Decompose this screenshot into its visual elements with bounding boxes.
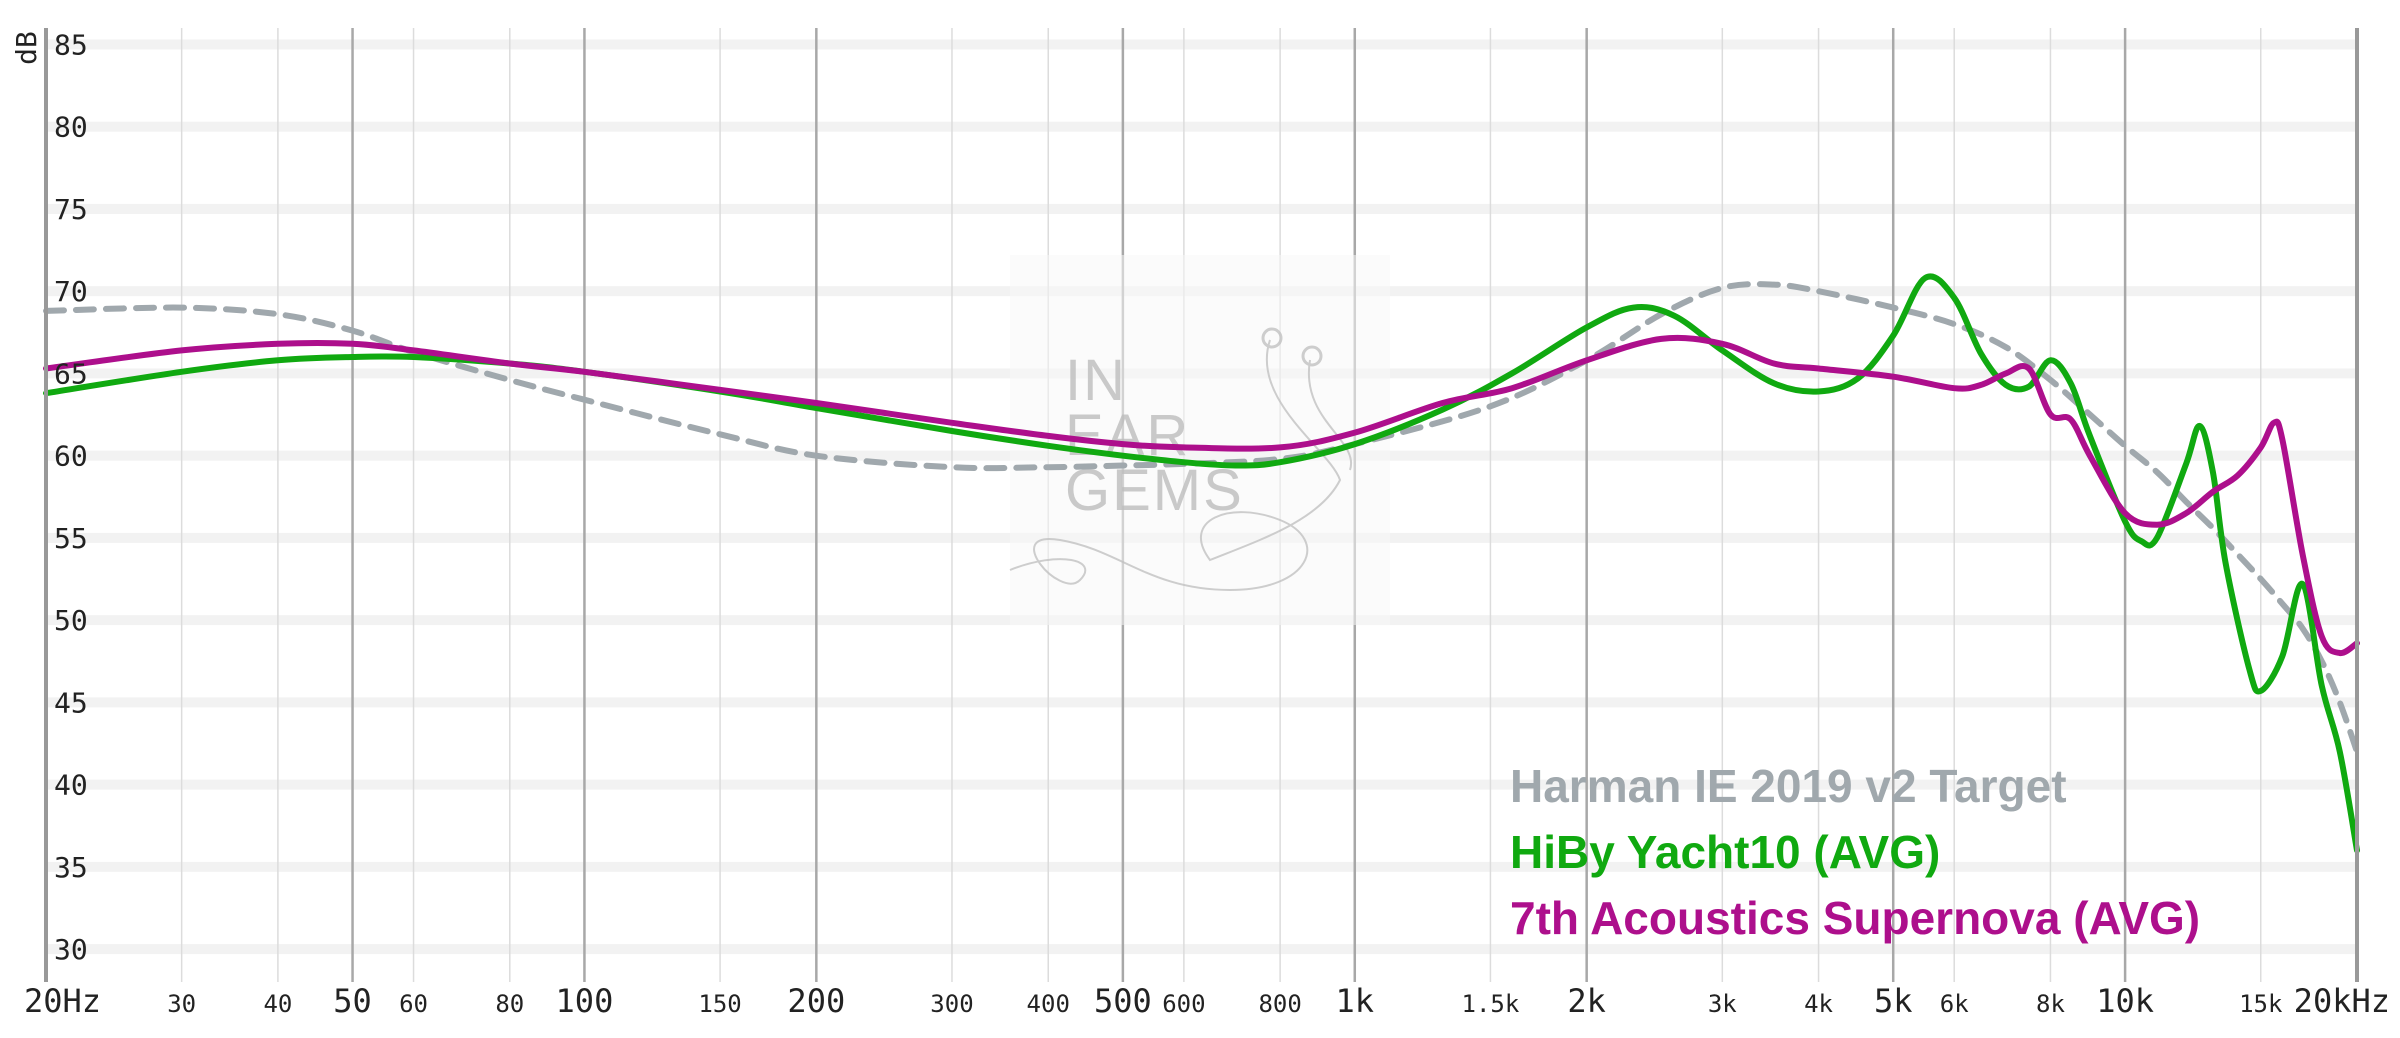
earphone-cable-icon bbox=[1009, 339, 1342, 592]
grid-band-1 bbox=[46, 121, 2357, 132]
watermark-text-in: IN bbox=[1065, 348, 1127, 413]
y-tick-label-10: 35 bbox=[54, 851, 88, 884]
x-tick-label-7: 150 bbox=[698, 990, 741, 1018]
x-tick-label-5: 80 bbox=[495, 990, 524, 1018]
y-tick-label-9: 40 bbox=[54, 769, 88, 802]
y-tick-label-11: 30 bbox=[54, 933, 88, 966]
earphone-cable-icon-2 bbox=[1307, 359, 1353, 471]
response-curves bbox=[43, 273, 2360, 854]
grid-band-10 bbox=[46, 861, 2357, 872]
grid-band-8 bbox=[46, 697, 2357, 708]
x-tick-label-12: 600 bbox=[1162, 990, 1205, 1018]
x-tick-label-16: 2k bbox=[1567, 982, 1606, 1020]
y-tick-label-7: 50 bbox=[54, 604, 88, 637]
grid-band-2 bbox=[46, 203, 2357, 214]
y-tick-label-1: 80 bbox=[54, 111, 88, 144]
x-tick-label-20: 6k bbox=[1940, 990, 1969, 1018]
x-tick-label-24: 20kHz bbox=[2294, 982, 2390, 1020]
legend-entry-2: 7th Acoustics Supernova (AVG) bbox=[1510, 892, 2200, 944]
series-line-2 bbox=[43, 334, 2360, 657]
x-tick-label-8: 200 bbox=[787, 982, 845, 1020]
x-tick-label-17: 3k bbox=[1708, 990, 1737, 1018]
x-tick-label-3: 50 bbox=[333, 982, 372, 1020]
x-tick-label-13: 800 bbox=[1258, 990, 1301, 1018]
y-tick-label-6: 55 bbox=[54, 522, 88, 555]
x-tick-label-19: 5k bbox=[1874, 982, 1913, 1020]
x-tick-label-21: 8k bbox=[2036, 990, 2065, 1018]
y-axis-label: dB bbox=[10, 31, 43, 65]
earbud-left-icon bbox=[1261, 327, 1283, 349]
y-tick-label-2: 75 bbox=[54, 193, 88, 226]
y-tick-label-0: 85 bbox=[54, 28, 88, 61]
x-tick-label-4: 60 bbox=[399, 990, 428, 1018]
x-tick-label-6: 100 bbox=[556, 982, 614, 1020]
x-tick-label-14: 1k bbox=[1336, 982, 1375, 1020]
x-tick-label-18: 4k bbox=[1804, 990, 1833, 1018]
x-tick-label-22: 10k bbox=[2096, 982, 2154, 1020]
x-tick-label-0: 20Hz bbox=[24, 982, 101, 1020]
y-tick-label-3: 70 bbox=[54, 275, 88, 308]
chart-legend: Harman IE 2019 v2 Target HiBy Yacht10 (AV… bbox=[1510, 760, 2200, 944]
x-tick-label-1: 30 bbox=[167, 990, 196, 1018]
grid-band-9 bbox=[46, 779, 2357, 790]
y-tick-label-4: 65 bbox=[54, 357, 88, 390]
y-tick-label-8: 45 bbox=[54, 686, 88, 719]
grid-band-11 bbox=[46, 944, 2357, 955]
legend-entry-0: Harman IE 2019 v2 Target bbox=[1510, 760, 2067, 812]
x-tick-label-9: 300 bbox=[930, 990, 973, 1018]
x-tick-label-11: 500 bbox=[1094, 982, 1152, 1020]
x-tick-label-23: 15k bbox=[2239, 990, 2283, 1018]
earbud-right-icon bbox=[1301, 345, 1323, 367]
y-tick-label-5: 60 bbox=[54, 440, 88, 473]
x-tick-label-15: 1.5k bbox=[1462, 990, 1520, 1018]
x-tick-label-2: 40 bbox=[263, 990, 292, 1018]
y-tick-labels: 85 80 75 70 65 60 55 50 45 40 35 30 bbox=[54, 28, 88, 966]
x-tick-label-10: 400 bbox=[1027, 990, 1070, 1018]
grid-band-0 bbox=[46, 39, 2357, 50]
legend-entry-1: HiBy Yacht10 (AVG) bbox=[1510, 826, 1940, 878]
x-tick-labels: 20Hz 30 40 50 60 80 100 150 200 300 400 500 600 800 1k… bbox=[24, 982, 2390, 1020]
